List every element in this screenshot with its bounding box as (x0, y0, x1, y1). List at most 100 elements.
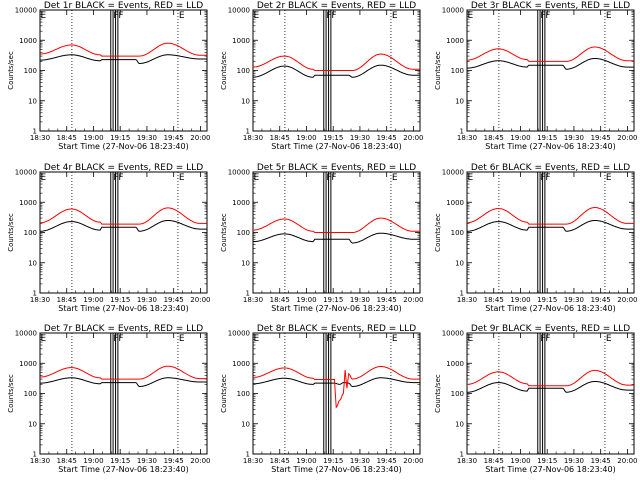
y-tick-label: 1000 (232, 360, 250, 368)
events-series-line (40, 377, 207, 387)
lld-series-line (467, 207, 634, 225)
x-tick-label: 19:45 (377, 134, 397, 142)
x-tick-label: 19:45 (377, 457, 397, 465)
y-tick-label: 10 (455, 97, 464, 105)
y-tick-label: 100 (237, 390, 250, 398)
x-tick-label: 19:45 (591, 296, 611, 304)
x-tick-label: 19:30 (137, 134, 157, 142)
x-tick-label: 19:00 (83, 134, 103, 142)
x-tick-label: 19:15 (323, 296, 343, 304)
y-tick-label: 1 (246, 290, 250, 298)
y-tick-label: 10000 (15, 330, 37, 338)
y-tick-label: 10000 (442, 330, 464, 338)
y-tick-label: 1 (33, 290, 37, 298)
y-tick-label: 1 (460, 290, 464, 298)
x-tick-label: 19:00 (83, 296, 103, 304)
x-tick-label: 19:15 (110, 457, 130, 465)
y-axis-label: Counts/sec (434, 213, 442, 252)
plot-frame (39, 171, 208, 294)
y-tick-label: 10 (241, 259, 250, 267)
y-axis-label: Counts/sec (220, 374, 228, 413)
panel-title: Det 8r BLACK = Events, RED = LLD (257, 324, 416, 334)
y-axis-label: Counts/sec (7, 213, 15, 252)
y-tick-label: 1000 (19, 360, 37, 368)
y-tick-label: 10000 (442, 169, 464, 177)
panel-title: Det 7r BLACK = Events, RED = LLD (44, 324, 203, 334)
detector-panel-5: Det 5r BLACK = Events, RED = LLD 1 10 100 10… (220, 163, 423, 313)
y-tick-label: 10 (241, 97, 250, 105)
flag-label: E (41, 11, 47, 21)
x-tick-label: 18:45 (484, 457, 504, 465)
x-tick-label: 18:30 (457, 296, 477, 304)
y-tick-label: 1000 (446, 360, 464, 368)
x-tick-label: 18:45 (270, 134, 290, 142)
panel-title: Det 3r BLACK = Events, RED = LLD (471, 1, 630, 11)
y-axis-label: Counts/sec (7, 374, 15, 413)
y-tick-label: 100 (237, 229, 250, 237)
y-axis-label: Counts/sec (220, 213, 228, 252)
plot-frame (39, 332, 208, 455)
y-axis-label: Counts/sec (434, 51, 442, 90)
x-tick-label: 18:45 (484, 296, 504, 304)
flag-label: F (331, 334, 336, 344)
plot-frame (466, 9, 635, 132)
events-series-line (467, 220, 634, 232)
x-tick-label: 19:00 (510, 457, 530, 465)
flag-label: F (331, 173, 336, 183)
flag-label: F (326, 11, 331, 21)
flag-label: F (331, 11, 336, 21)
x-tick-label: 19:45 (164, 457, 184, 465)
x-tick-label: 19:30 (564, 457, 584, 465)
y-tick-label: 100 (24, 390, 37, 398)
flag-label: F (113, 173, 118, 183)
x-tick-label: 18:45 (57, 296, 77, 304)
x-tick-label: 20:00 (403, 134, 423, 142)
x-axis-label: Start Time (27-Nov-06 18:23:40) (485, 465, 615, 474)
events-series-line (253, 232, 420, 244)
y-tick-label: 10 (28, 420, 37, 428)
detector-panel-2: Det 2r BLACK = Events, RED = LLD 1 10 100 10… (220, 1, 423, 151)
events-series-line (467, 58, 634, 70)
lld-series-line (253, 366, 420, 409)
x-axis-label: Start Time (27-Nov-06 18:23:40) (58, 142, 188, 151)
flag-label: E (254, 11, 260, 21)
x-tick-label: 18:30 (243, 134, 263, 142)
y-tick-label: 10 (455, 420, 464, 428)
x-axis-label: Start Time (27-Nov-06 18:23:40) (485, 142, 615, 151)
y-tick-label: 1000 (232, 199, 250, 207)
flag-label: E (179, 334, 185, 344)
x-axis-label: Start Time (27-Nov-06 18:23:40) (58, 304, 188, 313)
lld-series-line (40, 207, 207, 225)
lld-series-line (40, 365, 207, 380)
x-tick-label: 19:15 (110, 296, 130, 304)
events-series-line (253, 64, 420, 78)
x-tick-label: 19:15 (537, 457, 557, 465)
flag-label: E (392, 334, 398, 344)
flag-label: F (545, 334, 550, 344)
x-tick-label: 20:00 (617, 296, 637, 304)
panel-title: Det 5r BLACK = Events, RED = LLD (257, 163, 416, 173)
y-tick-label: 1 (246, 128, 250, 136)
x-tick-label: 18:45 (57, 457, 77, 465)
y-tick-label: 10000 (15, 7, 37, 15)
lld-series-line (467, 369, 634, 387)
flag-label: F (326, 173, 331, 183)
x-tick-label: 19:30 (137, 296, 157, 304)
x-tick-label: 19:30 (350, 457, 370, 465)
x-tick-label: 19:15 (323, 134, 343, 142)
flag-label: E (606, 173, 612, 183)
x-tick-label: 20:00 (617, 134, 637, 142)
detector-panel-4: Det 4r BLACK = Events, RED = LLD 1 10 100 10… (7, 163, 210, 313)
x-tick-label: 19:45 (377, 296, 397, 304)
panel-title: Det 6r BLACK = Events, RED = LLD (471, 163, 630, 173)
y-tick-label: 1 (33, 128, 37, 136)
x-tick-label: 19:00 (296, 134, 316, 142)
x-tick-label: 18:30 (457, 457, 477, 465)
flag-label: E (254, 334, 260, 344)
y-tick-label: 10000 (228, 7, 250, 15)
y-tick-label: 100 (451, 390, 464, 398)
x-tick-label: 19:00 (296, 457, 316, 465)
flag-label: F (540, 334, 545, 344)
flag-label: E (392, 173, 398, 183)
x-tick-label: 19:45 (164, 134, 184, 142)
